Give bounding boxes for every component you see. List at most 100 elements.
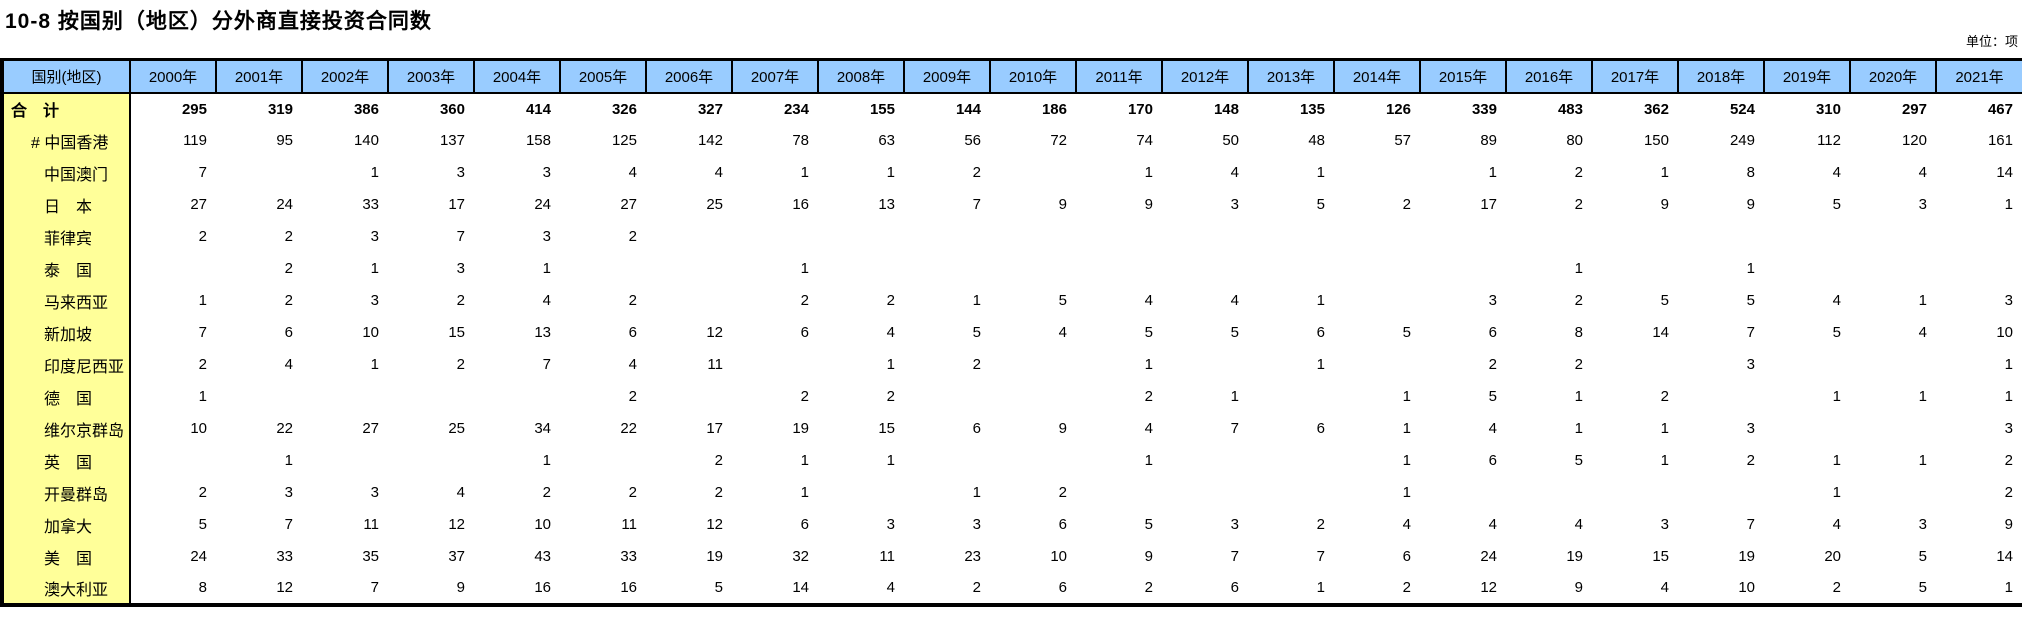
row-label: 日 本 <box>2 188 131 221</box>
value-cell: 27 <box>362 420 379 437</box>
value-cell: 1 <box>1574 260 1583 277</box>
value-cell <box>1248 381 1334 413</box>
value-cell: 1 <box>886 356 895 373</box>
value-cell: 12 <box>448 516 465 533</box>
value-cell: 5 <box>1832 196 1841 213</box>
value-cell: 1 <box>1144 164 1153 181</box>
value-cell <box>1850 477 1936 509</box>
value-cell <box>1592 349 1678 381</box>
value-cell: 89 <box>1480 132 1497 149</box>
corner-header: 国别(地区) <box>2 59 131 94</box>
value-cell: 9 <box>1058 196 1067 213</box>
value-cell: 5 <box>1402 324 1411 341</box>
value-cell: 80 <box>1566 132 1583 149</box>
value-cell: 4 <box>1230 292 1239 309</box>
value-cell: 234 <box>783 100 809 118</box>
value-cell: 3 <box>1746 356 1755 373</box>
value-cell: 1 <box>2004 388 2013 405</box>
value-cell: 1 <box>2004 196 2013 213</box>
value-cell: 2 <box>284 260 293 277</box>
value-cell: 3 <box>972 516 981 533</box>
value-cell: 6 <box>972 420 981 437</box>
table-body: 合 计 295 319 386 360 414 326 327 234 155 144 186 170 1… <box>2 92 2022 605</box>
value-cell: 3 <box>1918 516 1927 533</box>
value-cell <box>1162 221 1248 253</box>
value-cell <box>904 445 990 477</box>
value-cell: 15 <box>878 420 895 437</box>
value-cell: 1 <box>198 388 207 405</box>
value-cell <box>388 445 474 477</box>
value-cell: 11 <box>621 516 637 533</box>
value-cell: 9 <box>1746 196 1755 213</box>
value-cell: 125 <box>611 132 637 149</box>
year-column-header: 2004年 <box>473 59 560 94</box>
value-cell: 1 <box>1402 420 1411 437</box>
value-cell: 12 <box>276 579 293 596</box>
value-cell: 4 <box>1058 324 1067 341</box>
value-cell: 4 <box>886 324 895 341</box>
value-cell: 2 <box>1402 196 1411 213</box>
value-cell: 5 <box>1488 388 1497 405</box>
value-cell <box>990 349 1076 381</box>
table-row: 马来西亚 1 2 3 2 4 2 2 2 1 5 4 4 1 3 2 5 5 4 1 3 <box>2 284 2022 317</box>
table-row: 开曼群岛 2 3 3 4 2 2 2 1 1 2 1 1 2 <box>2 476 2022 509</box>
value-cell <box>1850 413 1936 445</box>
value-cell: 3 <box>1746 420 1755 437</box>
value-cell: 19 <box>792 420 809 437</box>
value-cell: 15 <box>448 324 465 341</box>
value-cell: 14 <box>1652 324 1669 341</box>
table-row: 美 国 24 33 35 37 43 33 19 32 11 23 10 9 7 7 6 24 19 15 19 20 5… <box>2 540 2022 573</box>
year-column-header: 2011年 <box>1075 59 1162 94</box>
value-cell <box>1162 349 1248 381</box>
value-cell <box>1506 477 1592 509</box>
value-cell: 24 <box>276 196 293 213</box>
value-cell: 386 <box>353 100 379 118</box>
value-cell: 10 <box>534 516 551 533</box>
value-cell: 4 <box>284 356 293 373</box>
value-cell: 161 <box>1987 132 2013 149</box>
value-cell: 37 <box>448 548 465 565</box>
value-cell: 3 <box>456 260 465 277</box>
value-cell: 13 <box>878 196 895 213</box>
value-cell: 10 <box>1738 579 1755 596</box>
value-cell: 414 <box>525 100 551 118</box>
year-column-header: 2010年 <box>989 59 1076 94</box>
value-cell: 1 <box>1660 420 1669 437</box>
value-cell <box>1764 253 1850 285</box>
value-cell: 1 <box>542 260 551 277</box>
value-cell: 9 <box>1574 579 1583 596</box>
value-cell: 11 <box>879 548 895 565</box>
value-cell: 5 <box>198 516 207 533</box>
value-cell: 78 <box>792 132 809 149</box>
value-cell <box>388 381 474 413</box>
value-cell: 4 <box>886 579 895 596</box>
value-cell: 8 <box>1746 164 1755 181</box>
value-cell: 10 <box>362 324 379 341</box>
value-cell: 2 <box>1144 579 1153 596</box>
value-cell <box>1420 221 1506 253</box>
value-cell: 2 <box>284 228 293 245</box>
table-row: # 中国香港 119 95 140 137 158 125 142 78 63 56 72 74 50 48… <box>2 124 2022 157</box>
value-cell <box>1334 221 1420 253</box>
value-cell: 4 <box>1660 579 1669 596</box>
value-cell <box>216 381 302 413</box>
value-cell: 1 <box>1230 388 1239 405</box>
value-cell: 3 <box>370 228 379 245</box>
value-cell: 27 <box>190 196 207 213</box>
value-cell <box>1678 221 1764 253</box>
value-cell: 2 <box>972 356 981 373</box>
year-column-header: 2015年 <box>1419 59 1506 94</box>
value-cell: 72 <box>1050 132 1067 149</box>
value-cell <box>646 253 732 285</box>
value-cell <box>1764 221 1850 253</box>
value-cell: 295 <box>181 100 207 118</box>
value-cell: 1 <box>1660 164 1669 181</box>
value-cell <box>646 285 732 317</box>
table-row: 泰 国 2 1 3 1 1 1 1 <box>2 252 2022 285</box>
value-cell: 3 <box>456 164 465 181</box>
value-cell: 63 <box>878 132 895 149</box>
value-cell: 27 <box>620 196 637 213</box>
value-cell: 1 <box>972 484 981 501</box>
value-cell: 339 <box>1471 100 1497 118</box>
value-cell: 6 <box>800 516 809 533</box>
